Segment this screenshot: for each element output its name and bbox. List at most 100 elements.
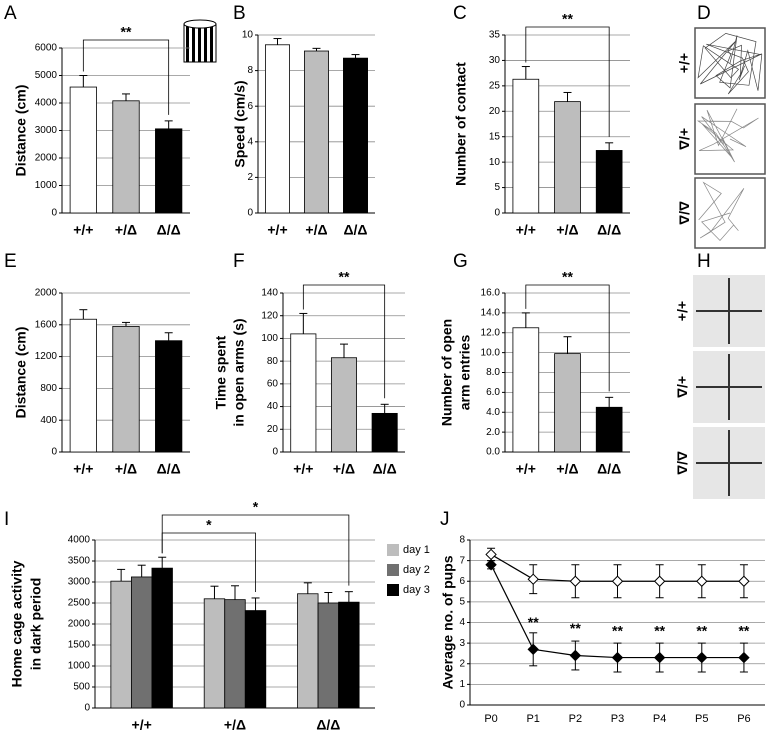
panel-letter: D [697,3,711,24]
y-axis-label: Home cage activity [9,560,25,687]
y-tick-label: 0.0 [486,447,500,458]
y-tick-label: 20 [489,106,501,117]
x-tick-label: Δ/Δ [597,222,621,238]
value-label: ** [612,622,623,638]
row-label: +/Δ [674,376,690,398]
y-tick-label: 5000 [35,70,58,81]
bar [554,101,581,214]
y-tick-label: 1200 [35,351,58,362]
bar [317,602,340,709]
y-tick-label: 8.0 [486,367,500,378]
x-tick-label: Δ/Δ [157,222,181,238]
point [569,649,582,662]
row-label: Δ/Δ [674,451,690,475]
point [696,651,708,664]
point [653,575,666,587]
x-tick-label: Δ/Δ [373,461,397,477]
y-tick-label: 2 [459,658,465,669]
cylinder-top [183,19,217,29]
bar [554,353,581,453]
significance-label: ** [562,269,573,285]
y-axis-label: in dark period [28,578,44,671]
y-tick-label: 15 [489,131,501,142]
value-label: ** [528,614,539,630]
bar [304,50,329,214]
bar [112,325,140,453]
y-tick-label: 10.0 [481,347,501,358]
y-tick-label: 1 [459,679,465,690]
bar [244,610,267,709]
panel-letter: F [233,251,245,272]
y-tick-label: 20 [267,424,279,435]
y-tick-label: 6 [247,101,253,112]
y-tick-label: 4000 [68,535,91,546]
legend-label: day 2 [403,564,430,576]
value-label: ** [696,622,707,638]
significance-label: * [206,517,212,533]
y-tick-label: 5 [494,182,500,193]
y-tick-label: 6 [459,576,465,587]
row-label: +/+ [674,301,690,321]
point [527,573,539,585]
value-label: ** [738,622,749,638]
point [485,548,497,561]
bar [151,567,173,709]
bar [290,333,317,453]
y-tick-label: 0 [494,208,500,219]
legend-label: day 1 [403,544,430,556]
panel-letter: H [697,251,711,272]
bar [155,340,183,453]
y-tick-label: 60 [267,378,279,389]
y-tick-label: 0 [84,703,90,714]
x-tick-label: P1 [526,713,539,725]
bar [595,150,623,214]
y-tick-label: 1500 [68,640,91,651]
y-tick-label: 140 [261,288,278,299]
bar [371,412,398,453]
significance-label: ** [121,24,132,40]
y-tick-label: 2.0 [486,427,500,438]
y-axis-label: Average no. of pups [440,555,456,689]
x-tick-label: +/Δ [115,461,137,477]
x-tick-label: +/+ [293,461,313,477]
bar [155,128,183,214]
x-tick-label: +/Δ [115,222,137,238]
cylinder-icon [183,19,217,63]
y-axis-label: Distance (cm) [13,85,29,177]
cylinder-stripe [186,24,189,62]
x-tick-label: Δ/Δ [597,461,621,477]
y-tick-label: 4 [459,617,465,628]
bar [330,357,358,453]
point [653,651,666,664]
panel-letter: B [233,3,246,24]
panel-letter: A [4,3,17,24]
x-tick-label: Δ/Δ [343,222,367,238]
y-tick-label: 0 [51,447,57,458]
panel-letter: J [440,509,450,530]
x-tick-label: P0 [484,713,497,725]
y-axis-label: Number of contact [453,62,469,186]
bar [512,78,540,214]
point [569,575,582,587]
y-tick-label: 100 [261,333,278,344]
y-tick-label: 4000 [35,98,58,109]
point [527,643,539,656]
track [696,108,759,163]
bar [224,599,246,709]
x-tick-label: +/+ [267,222,287,238]
y-tick-label: 30 [489,55,501,66]
y-tick-label: 7 [459,555,465,566]
cylinder-stripe [198,24,201,62]
cylinder-stripe [204,24,207,62]
y-tick-label: 3000 [35,125,58,136]
maze-track [696,278,762,344]
cylinder-stripe [210,24,213,62]
y-tick-label: 800 [40,383,57,394]
y-tick-label: 12.0 [481,327,501,338]
bar [110,580,132,709]
significance-label: ** [339,269,350,285]
y-tick-label: 2000 [35,153,58,164]
value-label: ** [570,620,581,636]
bar [338,601,360,709]
